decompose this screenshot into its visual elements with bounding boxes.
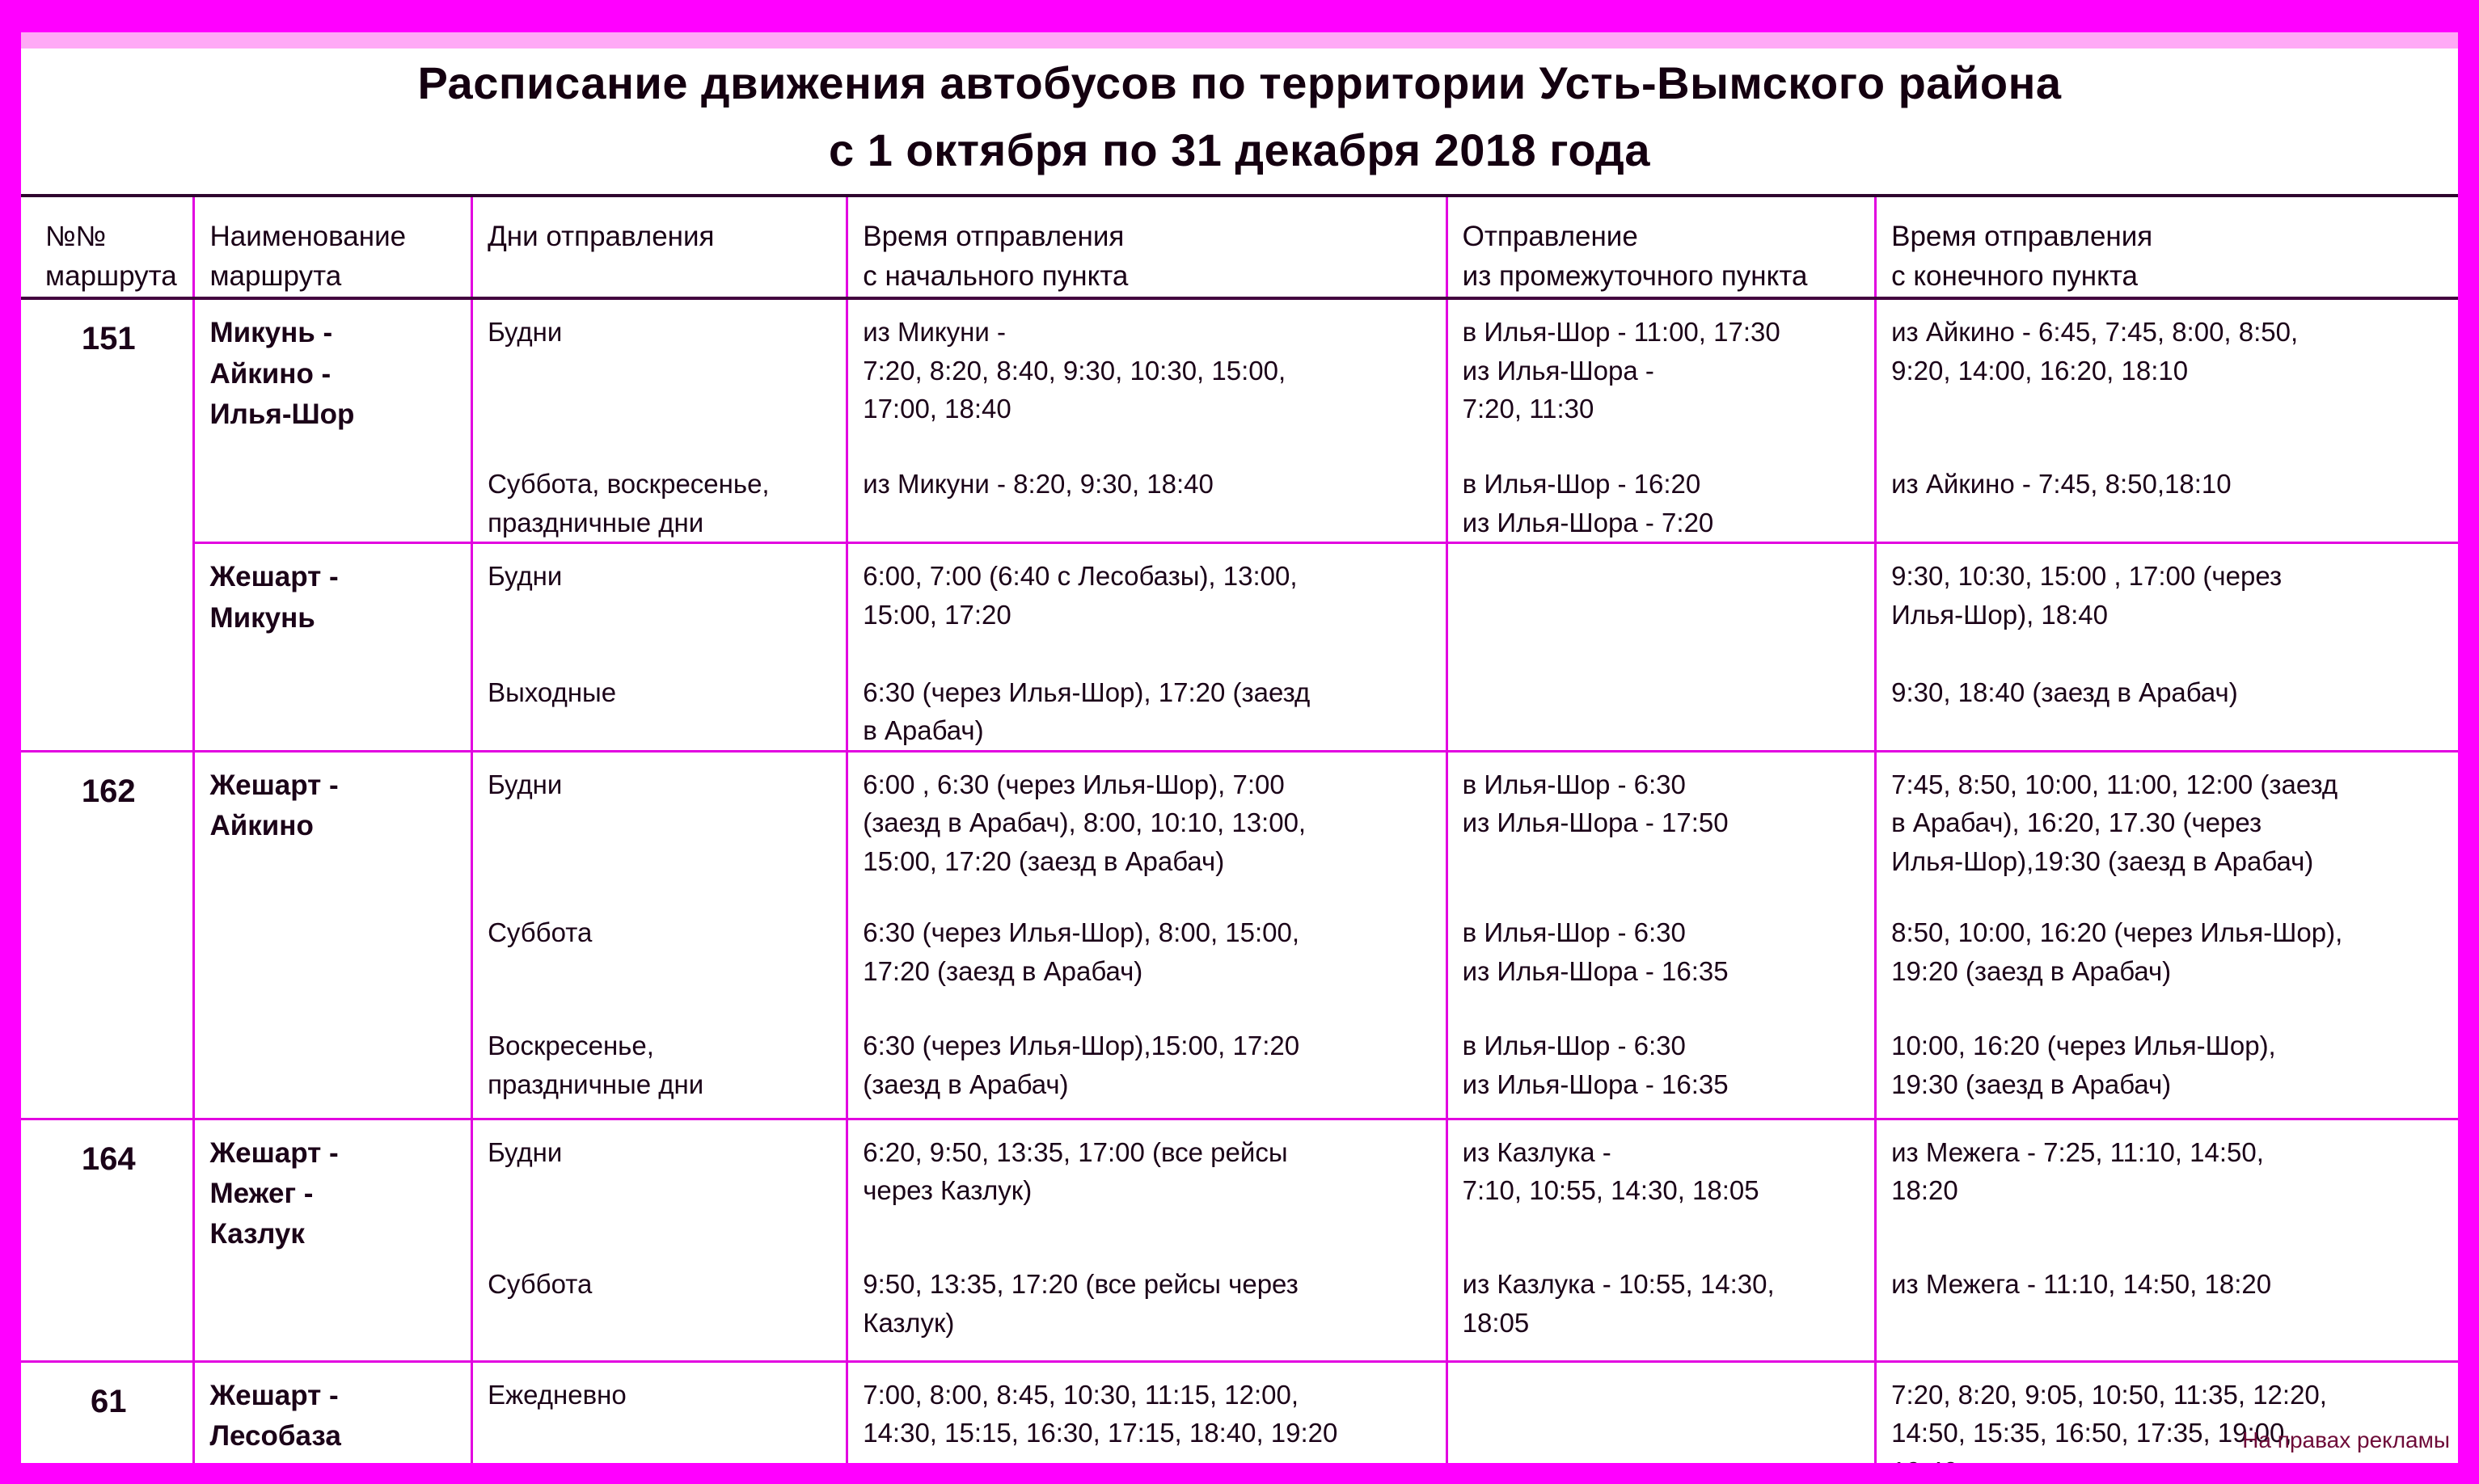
- poster-paper: Расписание движения автобусов по террито…: [21, 32, 2458, 1463]
- table-row: Выходные 6:30 (через Илья-Шор), 17:20 (з…: [21, 660, 2458, 752]
- header-row: №№ маршрута Наименование маршрута Дни от…: [21, 195, 2458, 301]
- route-name: Жешарт - Межег - Казлук: [192, 1117, 472, 1362]
- intermediate-times: [1445, 660, 1876, 752]
- end-times: из Айкино - 7:45, 8:50,18:10: [1874, 452, 2458, 543]
- intermediate-times: [1445, 1360, 1876, 1463]
- route-name: Микунь - Айкино - Илья-Шор: [192, 298, 472, 543]
- departure-days: Будни: [471, 1117, 847, 1253]
- end-times: из Межега - 7:25, 11:10, 14:50, 18:20: [1874, 1117, 2458, 1253]
- intermediate-times: из Казлука - 10:55, 14:30, 18:05: [1445, 1252, 1876, 1362]
- table-row: Жешарт - Микунь Будни 6:00, 7:00 (6:40 с…: [21, 542, 2458, 752]
- departure-days: Суббота: [471, 1252, 847, 1362]
- end-times: 7:45, 8:50, 10:00, 11:00, 12:00 (заезд в…: [1874, 749, 2458, 901]
- end-times: 9:30, 18:40 (заезд в Арабач): [1874, 660, 2458, 752]
- start-times: 6:00, 7:00 (6:40 с Лесобазы), 13:00, 15:…: [846, 542, 1447, 660]
- bus-schedule-table: №№ маршрута Наименование маршрута Дни от…: [21, 193, 2458, 1463]
- end-times: из Межега - 11:10, 14:50, 18:20: [1874, 1252, 2458, 1362]
- table-row: Суббота 6:30 (через Илья-Шор), 8:00, 15:…: [21, 900, 2458, 1014]
- route-name: Жешарт - Лесобаза: [192, 1360, 472, 1463]
- departure-days: Ежедневно: [471, 1360, 847, 1463]
- column-header-start-times: Время отправления с начального пункта: [846, 195, 1447, 301]
- departure-days: Будни: [471, 542, 847, 660]
- ad-disclaimer-note: На правах рекламы: [2242, 1427, 2450, 1452]
- top-pink-strip: [21, 32, 2458, 48]
- table-row: 164 Жешарт - Межег - Казлук Будни 6:20, …: [21, 1117, 2458, 1362]
- end-times: 7:20, 8:20, 9:05, 10:50, 11:35, 12:20, 1…: [1874, 1360, 2458, 1463]
- route-number: 151: [81, 321, 136, 357]
- table-row: 61 Жешарт - Лесобаза Ежедневно 7:00, 8:0…: [21, 1360, 2458, 1463]
- column-header-route-number: №№ маршрута: [21, 195, 194, 301]
- table-row: Суббота 9:50, 13:35, 17:20 (все рейсы че…: [21, 1252, 2458, 1362]
- route-number: 164: [21, 1117, 194, 1362]
- intermediate-times: в Илья-Шор - 11:00, 17:30 из Илья-Шора -…: [1445, 298, 1876, 453]
- intermediate-times: в Илья-Шор - 6:30 из Илья-Шора - 16:35: [1445, 900, 1876, 1014]
- intermediate-times: из Казлука - 7:10, 10:55, 14:30, 18:05: [1445, 1117, 1876, 1253]
- page-title-line1: Расписание движения автобусов по террито…: [417, 57, 2062, 108]
- end-times: 8:50, 10:00, 16:20 (через Илья-Шор), 19:…: [1874, 900, 2458, 1014]
- end-times: 10:00, 16:20 (через Илья-Шор), 19:30 (за…: [1874, 1014, 2458, 1119]
- page-title: Расписание движения автобусов по террито…: [21, 50, 2458, 184]
- end-times: из Айкино - 6:45, 7:45, 8:00, 8:50, 9:20…: [1874, 298, 2458, 453]
- departure-days: Выходные: [471, 660, 847, 752]
- route-name: Жешарт - Микунь: [192, 542, 472, 752]
- start-times: 7:00, 8:00, 8:45, 10:30, 11:15, 12:00, 1…: [846, 1360, 1447, 1463]
- departure-days: Суббота: [471, 900, 847, 1014]
- intermediate-times: в Илья-Шор - 16:20 из Илья-Шора - 7:20: [1445, 452, 1876, 543]
- route-number: 162: [21, 749, 194, 1119]
- table-row: Суббота, воскресенье, праздничные дни из…: [21, 452, 2458, 543]
- route-number: 61: [21, 1360, 194, 1463]
- departure-days: Будни: [471, 298, 847, 453]
- table-row: 162 Жешарт - Айкино Будни 6:00 , 6:30 (ч…: [21, 749, 2458, 1119]
- column-header-intermediate: Отправление из промежуточного пункта: [1445, 195, 1876, 301]
- start-times: 6:00 , 6:30 (через Илья-Шор), 7:00 (заез…: [846, 749, 1447, 901]
- route-name: Жешарт - Айкино: [192, 749, 472, 1119]
- departure-days: Воскресенье, праздничные дни: [471, 1014, 847, 1119]
- start-times: из Микуни - 8:20, 9:30, 18:40: [846, 452, 1447, 543]
- intermediate-times: в Илья-Шор - 6:30 из Илья-Шора - 17:50: [1445, 749, 1876, 901]
- departure-days: Будни: [471, 749, 847, 901]
- table-row: 151 Микунь - Айкино - Илья-Шор Будни из …: [21, 298, 2458, 543]
- column-header-end-times: Время отправления с конечного пункта: [1874, 195, 2458, 301]
- column-header-route-name: Наименование маршрута: [192, 195, 472, 301]
- table-row: Воскресенье, праздничные дни 6:30 (через…: [21, 1014, 2458, 1119]
- start-times: 6:20, 9:50, 13:35, 17:00 (все рейсы чере…: [846, 1117, 1447, 1253]
- end-times: 9:30, 10:30, 15:00 , 17:00 (через Илья-Ш…: [1874, 542, 2458, 660]
- start-times: из Микуни - 7:20, 8:20, 8:40, 9:30, 10:3…: [846, 298, 1447, 453]
- start-times: 6:30 (через Илья-Шор), 17:20 (заезд в Ар…: [846, 660, 1447, 752]
- start-times: 6:30 (через Илья-Шор), 8:00, 15:00, 17:2…: [846, 900, 1447, 1014]
- column-header-days: Дни отправления: [471, 195, 847, 301]
- page-title-line2: с 1 октября по 31 декабря 2018 года: [828, 124, 1650, 175]
- intermediate-times: [1445, 542, 1876, 660]
- start-times: 9:50, 13:35, 17:20 (все рейсы через Казл…: [846, 1252, 1447, 1362]
- start-times: 6:30 (через Илья-Шор),15:00, 17:20 (заез…: [846, 1014, 1447, 1119]
- intermediate-times: в Илья-Шор - 6:30 из Илья-Шора - 16:35: [1445, 1014, 1876, 1119]
- departure-days: Суббота, воскресенье, праздничные дни: [471, 452, 847, 543]
